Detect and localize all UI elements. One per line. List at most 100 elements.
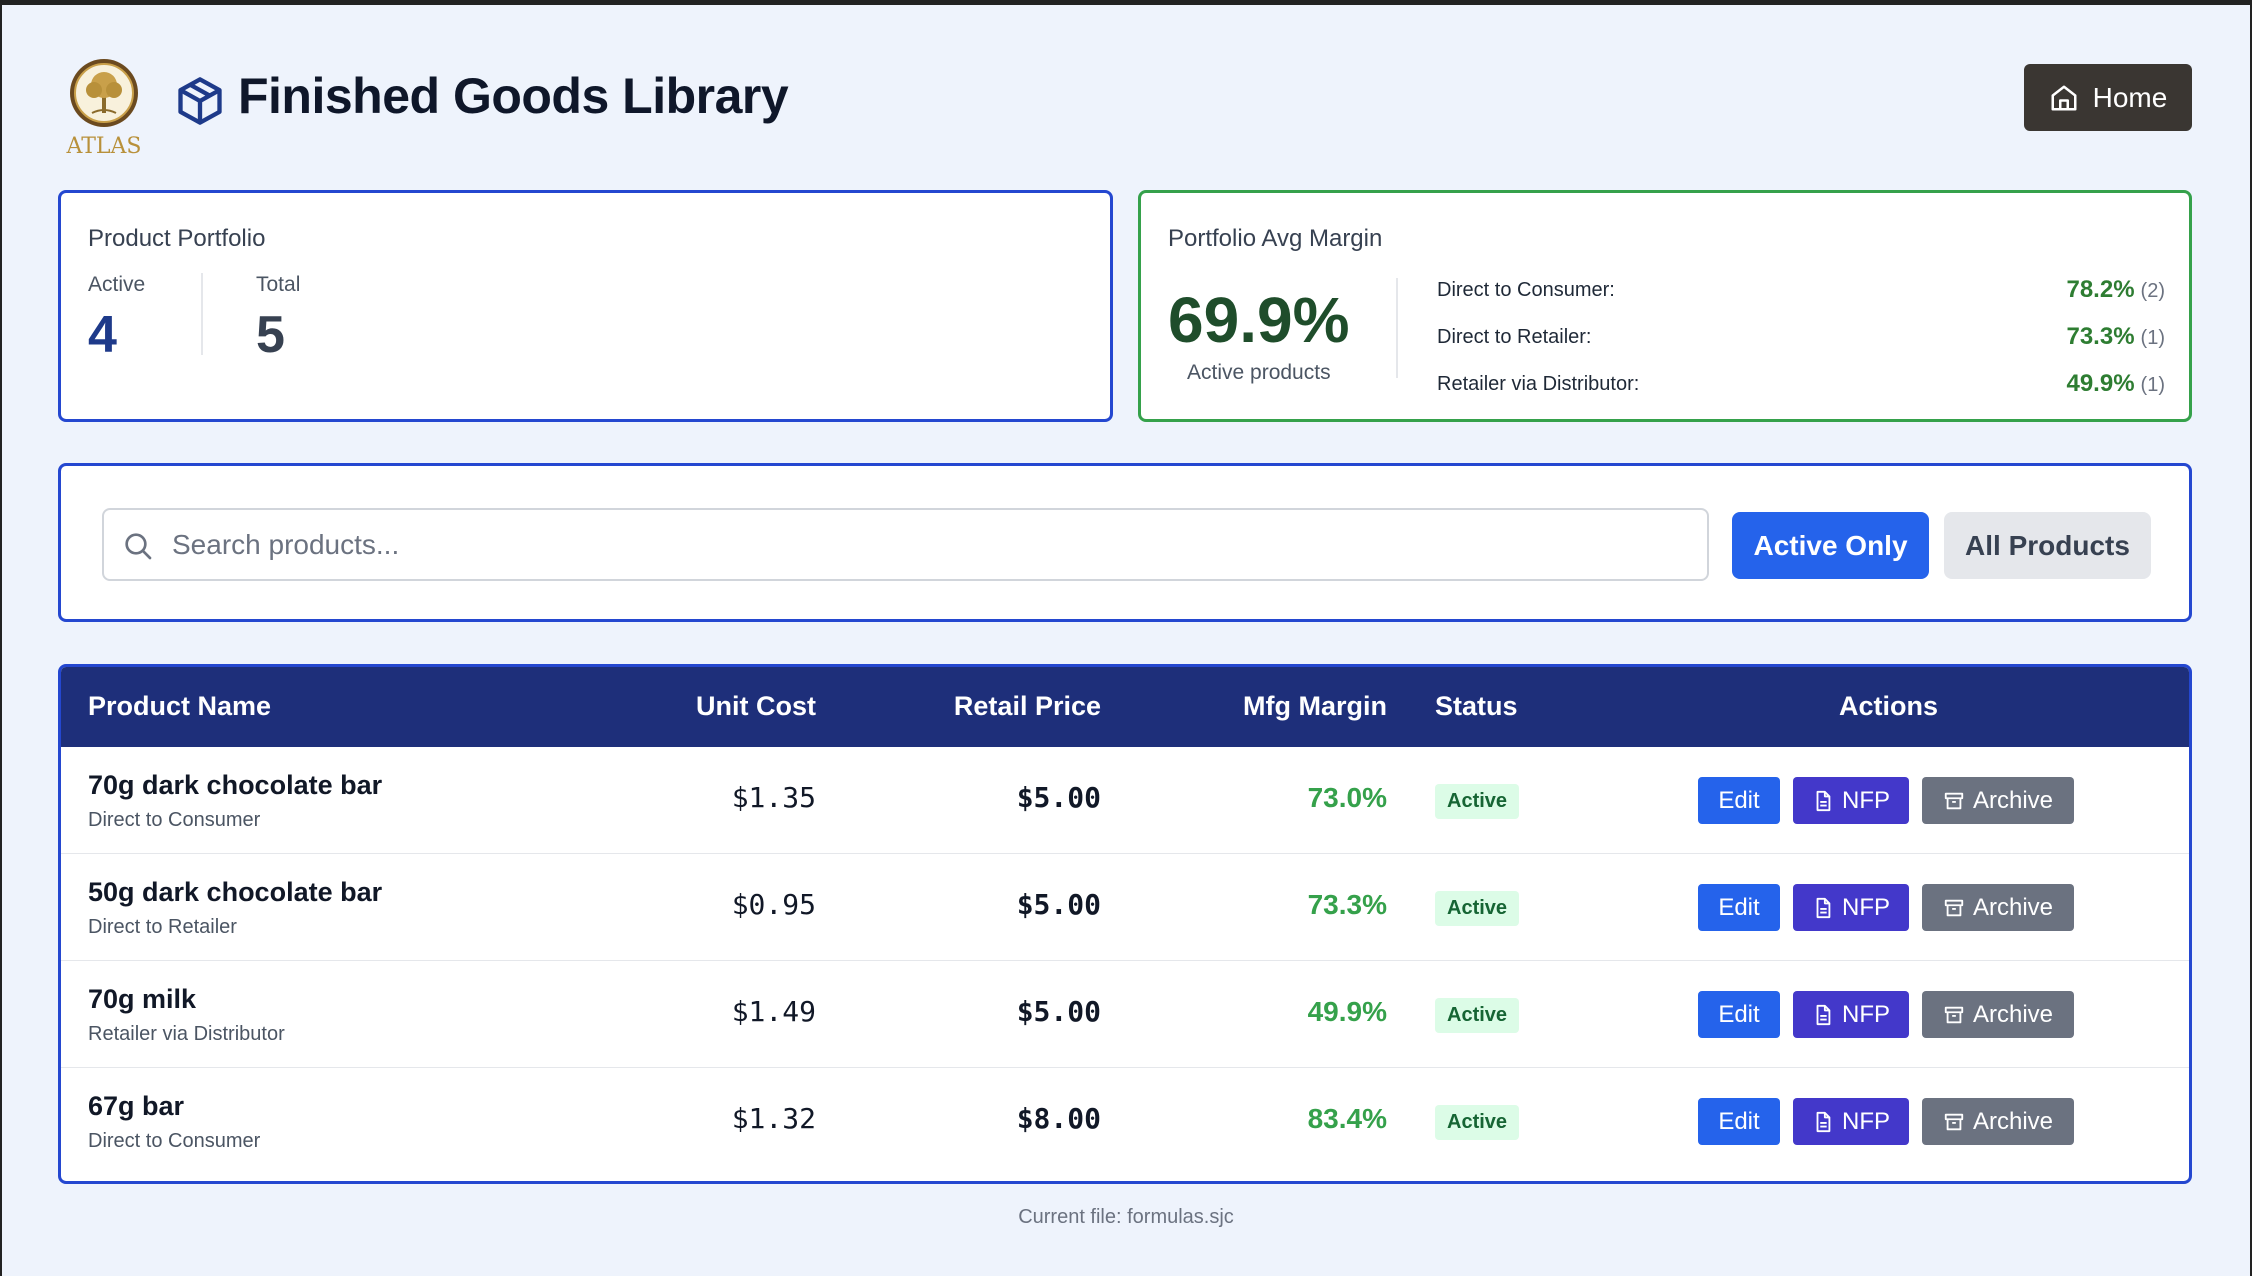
document-icon bbox=[1816, 1111, 1831, 1132]
package-icon bbox=[174, 73, 226, 129]
svg-text:ATLAS: ATLAS bbox=[66, 134, 142, 157]
table-row: 70g dark chocolate bar Direct to Consume… bbox=[61, 747, 2189, 854]
mfg-margin: 73.0% bbox=[1307, 782, 1387, 813]
archive-icon bbox=[1944, 1006, 1964, 1023]
archive-icon bbox=[1944, 1113, 1964, 1130]
header-actions: Actions bbox=[1839, 691, 1939, 721]
edit-button[interactable]: Edit bbox=[1698, 1098, 1780, 1145]
product-name: 70g milk bbox=[88, 984, 197, 1014]
channel-pct: 49.9% bbox=[2066, 370, 2135, 397]
home-button[interactable]: Home bbox=[2024, 64, 2192, 131]
product-name: 70g dark chocolate bar bbox=[88, 770, 383, 800]
search-input[interactable] bbox=[172, 520, 1672, 570]
product-portfolio-card: Product Portfolio Active 4 Total 5 bbox=[58, 190, 1113, 422]
status-badge: Active bbox=[1435, 784, 1520, 819]
archive-label: Archive bbox=[1972, 1107, 2054, 1135]
active-only-button[interactable]: Active Only bbox=[1732, 512, 1929, 579]
retail-price: $5.00 bbox=[1016, 888, 1101, 921]
document-icon bbox=[1816, 897, 1831, 918]
search-box[interactable] bbox=[102, 508, 1709, 581]
atlas-logo: ATLAS bbox=[64, 57, 144, 159]
nfp-label: NFP bbox=[1842, 893, 1890, 921]
document-icon bbox=[1816, 790, 1831, 811]
channel-count: (1) bbox=[2140, 374, 2165, 396]
channel-name: Direct to Consumer: bbox=[1437, 278, 1615, 301]
product-channel: Direct to Consumer bbox=[88, 809, 261, 831]
status-badge: Active bbox=[1435, 891, 1520, 926]
header-mfg-margin: Mfg Margin bbox=[1243, 691, 1387, 721]
avg-margin-value: 69.9% bbox=[1168, 284, 1350, 356]
retail-price: $5.00 bbox=[1016, 781, 1101, 814]
header-retail-price: Retail Price bbox=[953, 691, 1101, 721]
archive-icon bbox=[1944, 899, 1964, 916]
retail-price: $8.00 bbox=[1016, 1102, 1101, 1135]
channel-name: Direct to Retailer: bbox=[1437, 325, 1592, 348]
avg-margin-subtitle: Active products bbox=[1187, 361, 1331, 384]
header-status: Status bbox=[1435, 691, 1518, 721]
archive-label: Archive bbox=[1972, 1000, 2054, 1028]
product-channel: Direct to Consumer bbox=[88, 1130, 261, 1152]
mfg-margin: 49.9% bbox=[1307, 996, 1387, 1027]
products-table: Product Name Unit Cost Retail Price Mfg … bbox=[58, 664, 2192, 1184]
unit-cost: $1.32 bbox=[731, 1102, 816, 1135]
unit-cost: $1.35 bbox=[731, 781, 816, 814]
total-count: 5 bbox=[256, 306, 285, 364]
nfp-label: NFP bbox=[1842, 1107, 1890, 1135]
unit-cost: $1.49 bbox=[731, 995, 816, 1028]
status-badge: Active bbox=[1435, 1105, 1520, 1140]
edit-button[interactable]: Edit bbox=[1698, 991, 1780, 1038]
table-header: Product Name Unit Cost Retail Price Mfg … bbox=[61, 667, 2189, 747]
channel-margin-row: Direct to Consumer: 78.2% (2) bbox=[1437, 272, 2165, 308]
app-window: ATLAS Finished Goods Library Home Produc… bbox=[2, 5, 2250, 1276]
margin-divider bbox=[1396, 278, 1398, 378]
channel-count: (2) bbox=[2140, 280, 2165, 302]
nfp-button[interactable]: NFP bbox=[1793, 777, 1909, 824]
edit-button[interactable]: Edit bbox=[1698, 884, 1780, 931]
channel-pct: 73.3% bbox=[2066, 323, 2135, 350]
nfp-button[interactable]: NFP bbox=[1793, 991, 1909, 1038]
archive-icon bbox=[1944, 792, 1964, 809]
avg-margin-card: Portfolio Avg Margin 69.9% Active produc… bbox=[1138, 190, 2192, 422]
table-row: 70g milk Retailer via Distributor $1.49 … bbox=[61, 961, 2189, 1068]
header-unit-cost: Unit Cost bbox=[696, 691, 816, 721]
active-stat: Active 4 bbox=[88, 273, 145, 365]
product-channel: Retailer via Distributor bbox=[88, 1023, 285, 1045]
archive-button[interactable]: Archive bbox=[1922, 1098, 2074, 1145]
product-channel: Direct to Retailer bbox=[88, 916, 237, 938]
search-filter-card: Active Only All Products bbox=[58, 463, 2192, 622]
archive-button[interactable]: Archive bbox=[1922, 777, 2074, 824]
retail-price: $5.00 bbox=[1016, 995, 1101, 1028]
channel-pct: 78.2% bbox=[2066, 276, 2135, 303]
home-label: Home bbox=[2092, 81, 2168, 113]
nfp-button[interactable]: NFP bbox=[1793, 884, 1909, 931]
active-count: 4 bbox=[88, 306, 117, 364]
all-products-button[interactable]: All Products bbox=[1944, 512, 2151, 579]
page-title: Finished Goods Library bbox=[238, 68, 789, 124]
current-file-footer: Current file: formulas.sjc bbox=[1018, 1206, 1234, 1228]
archive-label: Archive bbox=[1972, 893, 2054, 921]
table-row: 67g bar Direct to Consumer $1.32 $8.00 8… bbox=[61, 1068, 2189, 1175]
page-header: ATLAS Finished Goods Library Home bbox=[2, 5, 2250, 185]
archive-button[interactable]: Archive bbox=[1922, 991, 2074, 1038]
active-label: Active bbox=[88, 273, 146, 296]
total-stat: Total 5 bbox=[256, 273, 300, 365]
archive-button[interactable]: Archive bbox=[1922, 884, 2074, 931]
search-icon bbox=[125, 533, 152, 560]
product-name: 67g bar bbox=[88, 1091, 185, 1121]
channel-margin-row: Direct to Retailer: 73.3% (1) bbox=[1437, 319, 2165, 355]
edit-button[interactable]: Edit bbox=[1698, 777, 1780, 824]
channel-name: Retailer via Distributor: bbox=[1437, 372, 1640, 395]
channel-margin-row: Retailer via Distributor: 49.9% (1) bbox=[1437, 366, 2165, 402]
nfp-label: NFP bbox=[1842, 1000, 1890, 1028]
unit-cost: $0.95 bbox=[731, 888, 816, 921]
header-product-name: Product Name bbox=[88, 691, 272, 721]
home-icon bbox=[2051, 85, 2077, 110]
archive-label: Archive bbox=[1972, 786, 2054, 814]
mfg-margin: 73.3% bbox=[1307, 889, 1387, 920]
avg-margin-label: Portfolio Avg Margin bbox=[1168, 225, 1383, 252]
table-row: 50g dark chocolate bar Direct to Retaile… bbox=[61, 854, 2189, 961]
nfp-button[interactable]: NFP bbox=[1793, 1098, 1909, 1145]
total-label: Total bbox=[256, 273, 301, 296]
status-badge: Active bbox=[1435, 998, 1520, 1033]
nfp-label: NFP bbox=[1842, 786, 1890, 814]
